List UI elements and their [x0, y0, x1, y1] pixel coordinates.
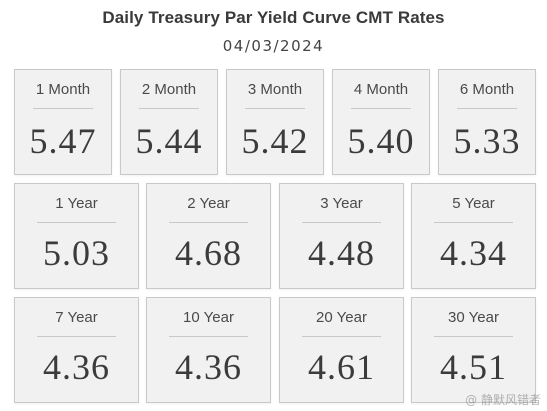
card-divider — [351, 108, 411, 109]
card-value: 5.47 — [29, 121, 97, 161]
card-label: 1 Month — [35, 81, 91, 98]
card-label: 3 Year — [320, 195, 363, 212]
watermark-text: @ 静默风错者 — [465, 393, 541, 407]
card-value: 4.68 — [175, 233, 242, 273]
card-value: 4.48 — [308, 233, 375, 273]
card-label: 1 Year — [55, 195, 98, 212]
rate-card-5-year: 5 Year 4.34 — [411, 183, 536, 289]
card-value: 4.36 — [175, 347, 242, 387]
rate-card-2-year: 2 Year 4.68 — [146, 183, 271, 289]
card-label: 6 Month — [459, 81, 515, 98]
rate-card-20-year: 20 Year 4.61 — [279, 297, 404, 403]
card-value: 5.44 — [135, 121, 203, 161]
rate-card-10-year: 10 Year 4.36 — [146, 297, 271, 403]
card-label: 7 Year — [55, 309, 98, 326]
rate-card-6-month: 6 Month 5.33 — [438, 69, 536, 175]
card-divider — [169, 222, 248, 223]
rate-card-2-month: 2 Month 5.44 — [120, 69, 218, 175]
card-value: 4.51 — [440, 347, 507, 387]
card-label: 2 Month — [141, 81, 197, 98]
rate-card-4-month: 4 Month 5.40 — [332, 69, 430, 175]
rate-card-1-year: 1 Year 5.03 — [14, 183, 139, 289]
card-divider — [37, 222, 116, 223]
card-divider — [37, 336, 116, 337]
card-divider — [302, 222, 381, 223]
card-label: 5 Year — [452, 195, 495, 212]
card-divider — [302, 336, 381, 337]
card-label: 4 Month — [353, 81, 409, 98]
rate-card-7-year: 7 Year 4.36 — [14, 297, 139, 403]
card-label: 10 Year — [183, 309, 234, 326]
card-divider — [434, 336, 513, 337]
rate-card-3-month: 3 Month 5.42 — [226, 69, 324, 175]
card-divider — [457, 108, 517, 109]
date-label: 04/03/2024 — [222, 37, 325, 55]
card-value: 5.42 — [241, 121, 309, 161]
card-divider — [169, 336, 248, 337]
rate-card-3-year: 3 Year 4.48 — [279, 183, 404, 289]
card-label: 2 Year — [187, 195, 230, 212]
card-value: 5.03 — [43, 233, 110, 273]
card-label: 30 Year — [448, 309, 499, 326]
card-divider — [33, 108, 93, 109]
card-divider — [434, 222, 513, 223]
card-value: 4.34 — [440, 233, 507, 273]
card-value: 4.61 — [308, 347, 375, 387]
rate-card-30-year: 30 Year 4.51 — [411, 297, 536, 403]
card-value: 5.40 — [347, 121, 415, 161]
card-label: 3 Month — [247, 81, 303, 98]
card-label: 20 Year — [316, 309, 367, 326]
rate-card-1-month: 1 Month 5.47 — [14, 69, 112, 175]
card-value: 4.36 — [43, 347, 110, 387]
card-value: 5.33 — [453, 121, 521, 161]
card-divider — [139, 108, 199, 109]
page-title: Daily Treasury Par Yield Curve CMT Rates — [102, 8, 445, 27]
card-divider — [245, 108, 305, 109]
